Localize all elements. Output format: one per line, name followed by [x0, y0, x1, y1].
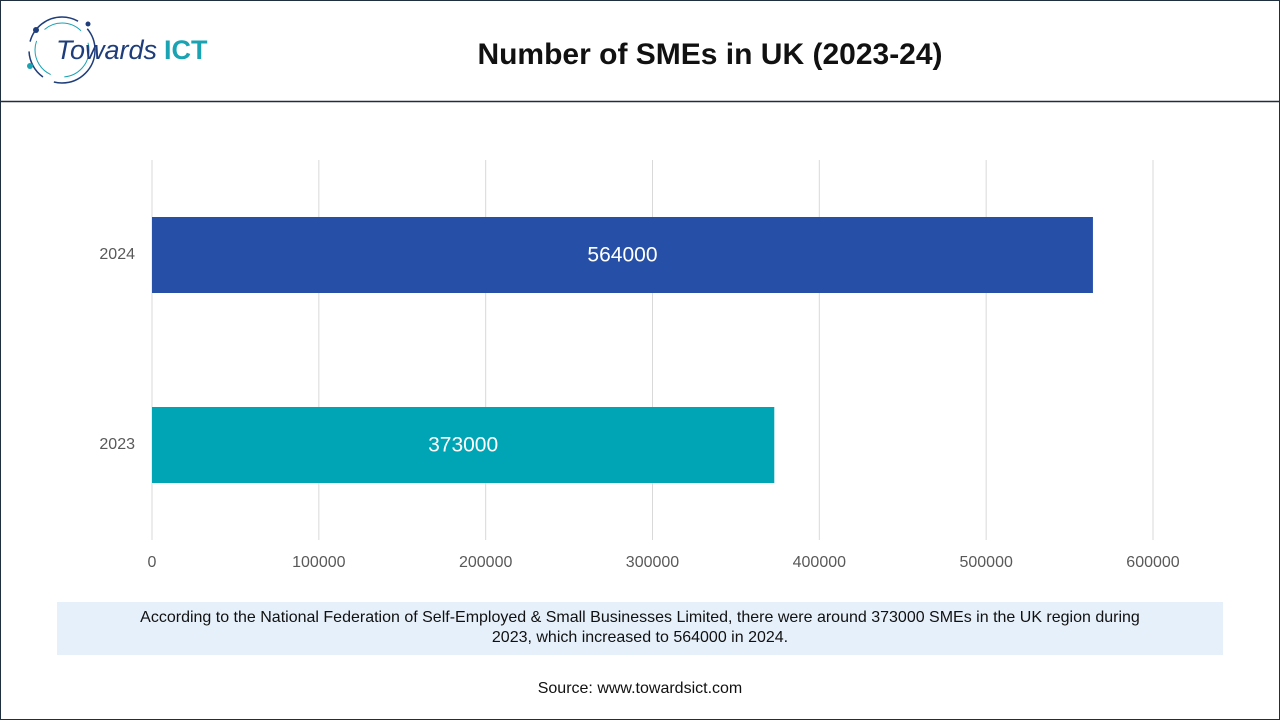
x-tick-label: 100000 [292, 554, 345, 571]
y-tick-label: 2024 [99, 246, 135, 263]
value-label: 564000 [587, 244, 657, 267]
y-tick-label: 2023 [99, 436, 135, 453]
logo-brand: ICT [164, 35, 208, 65]
x-tick-label: 200000 [459, 554, 512, 571]
x-tick-label: 300000 [626, 554, 679, 571]
caption: According to the National Federation of … [140, 609, 1140, 626]
logo: Towards ICT [27, 16, 208, 84]
chart-title: Number of SMEs in UK (2023-24) [477, 38, 942, 71]
x-tick-label: 600000 [1126, 554, 1179, 571]
caption-box [57, 602, 1223, 655]
bar [152, 217, 1093, 293]
logo-ring [34, 22, 90, 78]
x-tick-label: 400000 [793, 554, 846, 571]
logo-word: Towards [56, 35, 157, 65]
logo-dot [27, 63, 33, 69]
logo-ring [28, 16, 96, 84]
logo-dot [85, 21, 91, 27]
caption: 2023, which increased to 564000 in 2024. [492, 629, 788, 646]
x-tick-label: 500000 [959, 554, 1012, 571]
value-label: 373000 [428, 434, 498, 457]
logo-dot [33, 27, 39, 33]
source: Source: www.towardsict.com [538, 680, 743, 697]
x-tick-label: 0 [148, 554, 157, 571]
bar [152, 407, 775, 483]
